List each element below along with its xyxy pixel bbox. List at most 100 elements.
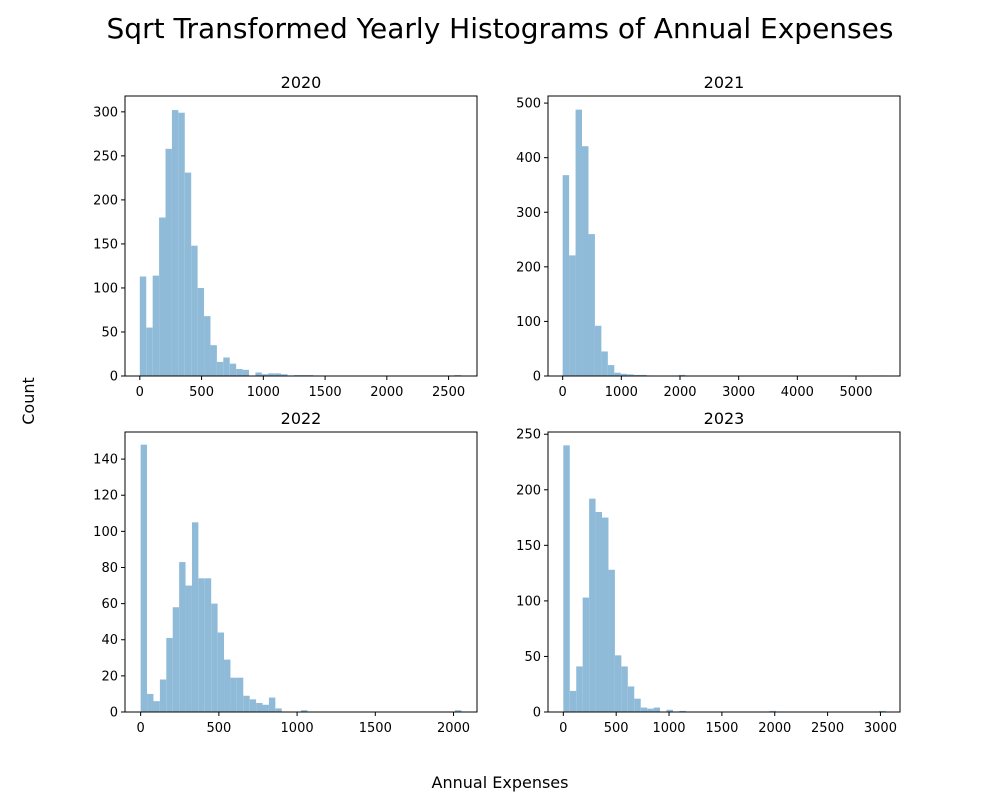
axes-frame	[124, 431, 478, 713]
bars	[139, 110, 461, 376]
x-tick-label: 1000	[605, 385, 638, 400]
y-tick-label: 300	[93, 105, 118, 120]
histogram-bar	[204, 316, 211, 376]
y-tick-label: 100	[93, 281, 118, 296]
histogram-bar	[249, 699, 257, 712]
histogram-bar	[184, 172, 192, 376]
panel-2023: 2023 0 500 1000 1500 2000 2500 3000 0 50 100 150 200…	[516, 409, 901, 736]
histogram-bar	[647, 708, 654, 712]
histogram-bar	[166, 637, 173, 712]
y-tick-label: 0	[533, 370, 541, 385]
figure-title: Sqrt Transformed Yearly Histograms of An…	[107, 12, 894, 45]
y-tick-label: 120	[93, 489, 118, 504]
histogram-bar	[261, 374, 269, 376]
histogram-bar	[607, 365, 615, 376]
histogram-bar	[633, 374, 641, 376]
histogram-bar	[602, 517, 609, 712]
histogram-bar	[165, 148, 172, 376]
y-tick-label: 50	[101, 325, 118, 340]
y-tick-label: 300	[516, 206, 541, 221]
histogram-bar	[139, 276, 147, 376]
histogram-bar	[627, 374, 634, 376]
histogram-bar	[230, 677, 237, 712]
x-tick-label: 0	[559, 721, 567, 736]
histogram-bar	[576, 666, 583, 712]
x-tick-label: 1000	[652, 721, 685, 736]
panel-title: 2022	[281, 409, 322, 428]
histogram-bar	[197, 287, 205, 376]
histogram-bar	[614, 655, 622, 712]
x-tick-label: 2500	[432, 385, 465, 400]
x-tick-label: 1500	[359, 721, 392, 736]
x-tick-label: 1500	[309, 385, 342, 400]
histogram-bar	[147, 693, 154, 712]
axes-frame	[124, 95, 478, 377]
histogram-bar	[198, 578, 205, 712]
x-tick-label: 500	[604, 721, 629, 736]
y-tick-label: 0	[110, 706, 118, 721]
y-tick-label: 200	[93, 193, 118, 208]
histogram-bar	[236, 677, 244, 712]
axes-frame	[547, 95, 901, 377]
histogram-bar	[224, 659, 231, 712]
x-tick-label: 2000	[663, 385, 696, 400]
x-tick-label: 500	[189, 385, 214, 400]
histogram-bar	[601, 351, 608, 376]
panel-title: 2021	[704, 73, 745, 92]
y-tick-label: 100	[93, 525, 118, 540]
histogram-bar	[627, 686, 635, 712]
x-tick-label: 4000	[781, 385, 814, 400]
histogram-bar	[594, 325, 602, 376]
histogram-bar	[268, 697, 276, 712]
panel-2021: 2021 0 1000 2000 3000 4000 5000 0 100 200 300 400 50…	[516, 73, 901, 400]
y-tick-label: 80	[101, 561, 118, 576]
histogram-bar	[243, 695, 250, 712]
y-tick-label: 60	[101, 597, 118, 612]
histogram-bar	[679, 710, 686, 712]
histogram-bar	[582, 146, 589, 376]
histogram-bar	[185, 585, 192, 712]
histogram-bar	[262, 704, 269, 712]
histogram-bar	[301, 710, 308, 712]
histogram-bar	[575, 109, 583, 377]
y-tick-label: 20	[101, 669, 118, 684]
histogram-bar	[454, 710, 462, 712]
histogram-bar	[178, 112, 185, 376]
y-tick-label: 100	[516, 594, 541, 609]
histogram-bar	[140, 444, 148, 712]
y-tick-label: 200	[516, 260, 541, 275]
y-axis-label: Count	[19, 377, 38, 425]
histogram-bar	[159, 217, 166, 376]
histogram-bar	[236, 368, 243, 376]
histogram-bar	[588, 234, 595, 376]
histogram-bar	[275, 708, 282, 712]
x-tick-label: 500	[206, 721, 231, 736]
y-tick-label: 50	[524, 650, 541, 665]
panel-title: 2020	[281, 73, 322, 92]
x-tick-label: 3000	[722, 385, 755, 400]
y-tick-label: 0	[533, 706, 541, 721]
y-tick-label: 150	[93, 237, 118, 252]
x-tick-label: 5000	[839, 385, 872, 400]
histogram-bar	[281, 374, 288, 376]
x-tick-label: 0	[136, 385, 144, 400]
histogram-bar	[223, 357, 230, 376]
histogram-bar	[217, 632, 225, 712]
histogram-bar	[255, 372, 262, 376]
y-tick-label: 250	[93, 149, 118, 164]
histogram-bar	[595, 512, 603, 712]
histogram-bar	[211, 603, 218, 712]
histogram-bar	[179, 562, 186, 712]
histogram-bar	[569, 255, 576, 376]
y-tick-label: 40	[101, 633, 118, 648]
histogram-bar	[769, 710, 777, 712]
x-tick-label: 2000	[758, 721, 791, 736]
histogram-bar	[274, 373, 282, 376]
histogram-bar	[621, 666, 628, 712]
bars	[562, 109, 886, 377]
x-tick-label: 1500	[705, 721, 738, 736]
x-tick-label: 0	[559, 385, 567, 400]
x-tick-label: 1000	[281, 721, 314, 736]
